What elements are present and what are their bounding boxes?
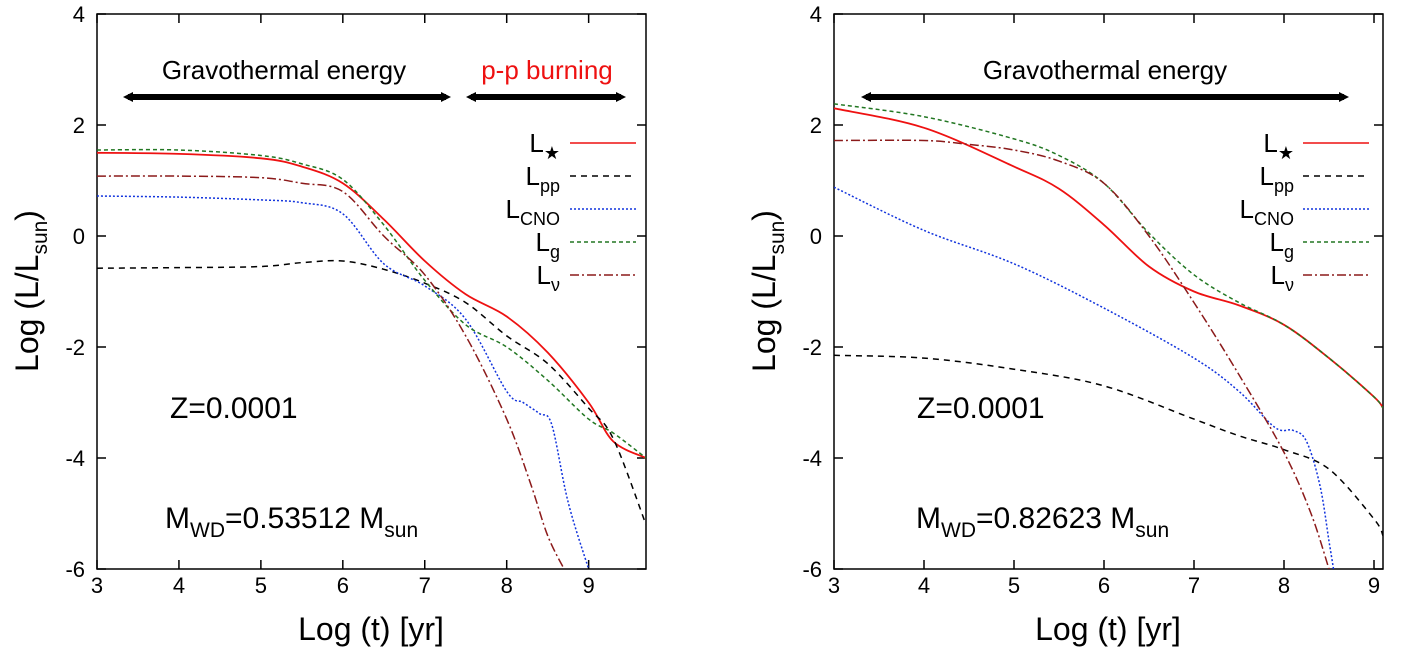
x-axis-label-right: Log (t) [yr] <box>1035 611 1181 647</box>
metallicity-label-right: Z=0.0001 <box>917 392 1045 425</box>
y-tick-label: -4 <box>802 446 822 471</box>
series-line-l-star <box>834 107 1383 409</box>
plot-frame-right <box>833 13 1384 570</box>
y-axis-label-left: Log (L/Lsun) <box>9 210 52 372</box>
band-label-pp-burning: p-p burning <box>481 55 613 85</box>
wd-mass-label-left: MWD=0.53512 Msun <box>165 502 418 542</box>
series-group-right <box>834 103 1383 569</box>
series-line-l-nu <box>97 175 565 569</box>
axis-ticks-right: 3 4 5 6 7 8 9 -6 -4 -2 0 2 4 <box>802 2 1383 598</box>
x-tick-label: 8 <box>501 573 513 598</box>
x-tick-label: 7 <box>419 573 431 598</box>
legend-label-l-cno: LCNO <box>1240 194 1294 229</box>
legend-label-l-g: Lg <box>1270 227 1294 262</box>
legend-label-l-pp: Lpp <box>526 161 561 196</box>
wd-mass-label-right: MWD=0.82623 Msun <box>916 502 1169 542</box>
y-tick-label: -4 <box>65 446 85 471</box>
x-tick-label: 3 <box>91 573 103 598</box>
series-line-l-g <box>97 148 646 459</box>
x-tick-label: 9 <box>583 573 595 598</box>
legend-label-l-cno: LCNO <box>506 194 560 229</box>
legend-label-l-g: Lg <box>536 227 560 262</box>
x-tick-label: 9 <box>1368 573 1380 598</box>
series-group-left <box>97 148 646 569</box>
x-tick-label: 4 <box>918 573 930 598</box>
x-tick-label: 4 <box>173 573 185 598</box>
y-tick-label: 4 <box>810 2 822 27</box>
series-line-l-g <box>834 103 1383 409</box>
series-line-l-nu <box>834 139 1330 569</box>
chart-right: 3 4 5 6 7 8 9 -6 -4 -2 0 2 4 Log (t) [yr] Log (L/Lsu… <box>746 2 1384 647</box>
legend-label-l-star: L★ <box>1263 128 1294 163</box>
band-label-gravothermal-right: Gravothermal energy <box>983 55 1227 85</box>
x-tick-label: 6 <box>1098 573 1110 598</box>
y-tick-label: -2 <box>802 335 822 360</box>
x-tick-label: 3 <box>828 573 840 598</box>
series-line-l-cno <box>834 186 1335 569</box>
axis-ticks-left: 3 4 5 6 7 8 9 -6 -4 -2 0 2 4 <box>65 2 646 598</box>
x-axis-label-left: Log (t) [yr] <box>298 611 444 647</box>
chart-left: 3 4 5 6 7 8 9 -6 -4 -2 0 2 4 Log (t) [yr] Log (L/Lsu… <box>9 2 647 647</box>
band-label-gravothermal-left: Gravothermal energy <box>162 55 406 85</box>
series-line-l-pp <box>97 259 646 525</box>
x-tick-label: 5 <box>255 573 267 598</box>
legend-label-l-nu: Lν <box>537 260 560 295</box>
y-tick-label: -2 <box>65 335 85 360</box>
legend-label-l-nu: Lν <box>1271 260 1294 295</box>
y-tick-label: 0 <box>73 224 85 249</box>
x-tick-label: 6 <box>337 573 349 598</box>
x-tick-label: 8 <box>1278 573 1290 598</box>
x-tick-label: 7 <box>1188 573 1200 598</box>
x-tick-label: 5 <box>1008 573 1020 598</box>
legend-label-l-pp: Lpp <box>1260 161 1295 196</box>
y-tick-label: -6 <box>65 557 85 582</box>
y-tick-label: 2 <box>73 113 85 138</box>
series-line-l-star <box>97 151 646 459</box>
y-axis-label-right: Log (L/Lsun) <box>746 210 789 372</box>
y-tick-label: -6 <box>802 557 822 582</box>
legend-label-l-star: L★ <box>529 128 560 163</box>
y-tick-label: 4 <box>73 2 85 27</box>
series-line-l-pp <box>834 354 1383 537</box>
metallicity-label-left: Z=0.0001 <box>170 392 298 425</box>
y-tick-label: 2 <box>810 113 822 138</box>
plot-frame-left <box>96 13 647 570</box>
y-tick-label: 0 <box>810 224 822 249</box>
